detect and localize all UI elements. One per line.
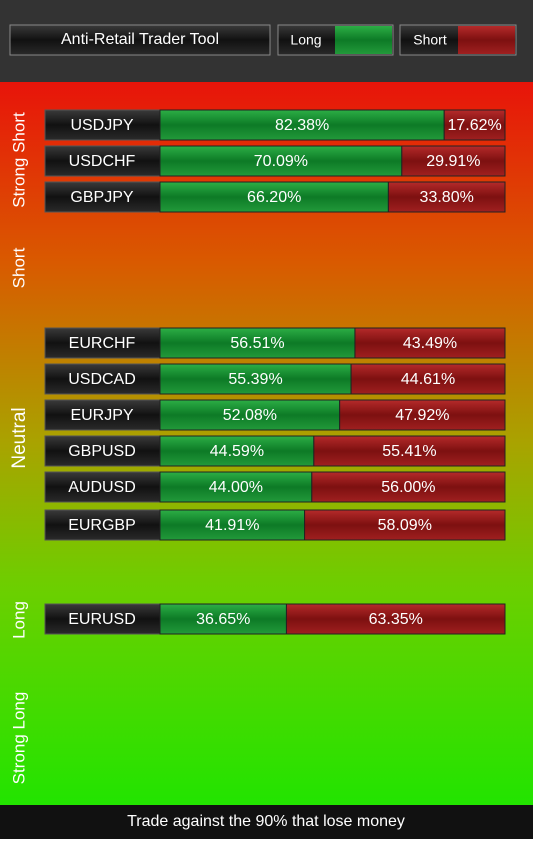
zone-label: Strong Long (9, 692, 28, 785)
pair-label: EURGBP (68, 517, 136, 534)
footer: Trade against the 90% that lose money (127, 813, 405, 830)
pair-label: GBPUSD (68, 443, 136, 460)
short-label: 43.49% (403, 335, 457, 352)
short-label: 56.00% (381, 479, 435, 496)
short-bar (354, 327, 506, 359)
pair-label: AUDUSD (68, 479, 136, 496)
pair-label: USDJPY (70, 117, 133, 134)
long-bar (159, 603, 287, 635)
pair-box (44, 471, 161, 503)
pair-label: USDCHF (69, 153, 136, 170)
short-label: 58.09% (378, 517, 432, 534)
zone-label: Strong Short (9, 112, 28, 208)
long-label: 56.51% (230, 335, 284, 352)
short-label: 47.92% (395, 407, 449, 424)
legend-long-label: Long (290, 32, 321, 48)
title-box (9, 24, 271, 56)
pair-box (44, 509, 161, 541)
short-label: 63.35% (369, 611, 423, 628)
legend-long-swatch (335, 26, 392, 54)
long-bar (159, 435, 315, 467)
footer-bar (0, 805, 533, 839)
short-label: 55.41% (382, 443, 436, 460)
long-label: 44.00% (209, 479, 263, 496)
title: Anti-Retail Trader Tool (61, 31, 219, 48)
short-label: 17.62% (447, 117, 501, 134)
pair-box (44, 109, 161, 141)
short-bar (304, 509, 506, 541)
zone-label: Neutral (9, 407, 30, 468)
pair-box (44, 145, 161, 177)
long-label: 55.39% (228, 371, 282, 388)
pair-label: USDCAD (68, 371, 136, 388)
long-label: 36.65% (196, 611, 250, 628)
pair-box (44, 363, 161, 395)
long-bar (159, 363, 352, 395)
pair-box (44, 327, 161, 359)
short-bar (387, 181, 506, 213)
short-bar (313, 435, 506, 467)
pair-label: EURJPY (70, 407, 133, 424)
short-bar (285, 603, 506, 635)
short-bar (339, 399, 506, 431)
pair-box (44, 399, 161, 431)
pair-label: EURUSD (68, 611, 136, 628)
short-bar (443, 109, 506, 141)
long-label: 82.38% (275, 117, 329, 134)
pair-box (44, 435, 161, 467)
long-label: 41.91% (205, 517, 259, 534)
long-bar (159, 181, 389, 213)
pair-label: EURCHF (69, 335, 136, 352)
long-bar (159, 109, 445, 141)
long-bar (159, 471, 313, 503)
short-label: 44.61% (401, 371, 455, 388)
pair-box (44, 181, 161, 213)
zone-label: Short (9, 247, 28, 288)
long-bar (159, 145, 403, 177)
short-label: 33.80% (420, 189, 474, 206)
long-label: 70.09% (254, 153, 308, 170)
short-bar (311, 471, 506, 503)
short-bar (401, 145, 506, 177)
long-label: 52.08% (223, 407, 277, 424)
long-label: 66.20% (247, 189, 301, 206)
zone-label: Long (9, 601, 28, 639)
long-label: 44.59% (210, 443, 264, 460)
pair-label: GBPJPY (70, 189, 133, 206)
legend-short-label: Short (413, 32, 447, 48)
short-bar (350, 363, 506, 395)
short-label: 29.91% (426, 153, 480, 170)
legend-short-swatch (458, 26, 515, 54)
